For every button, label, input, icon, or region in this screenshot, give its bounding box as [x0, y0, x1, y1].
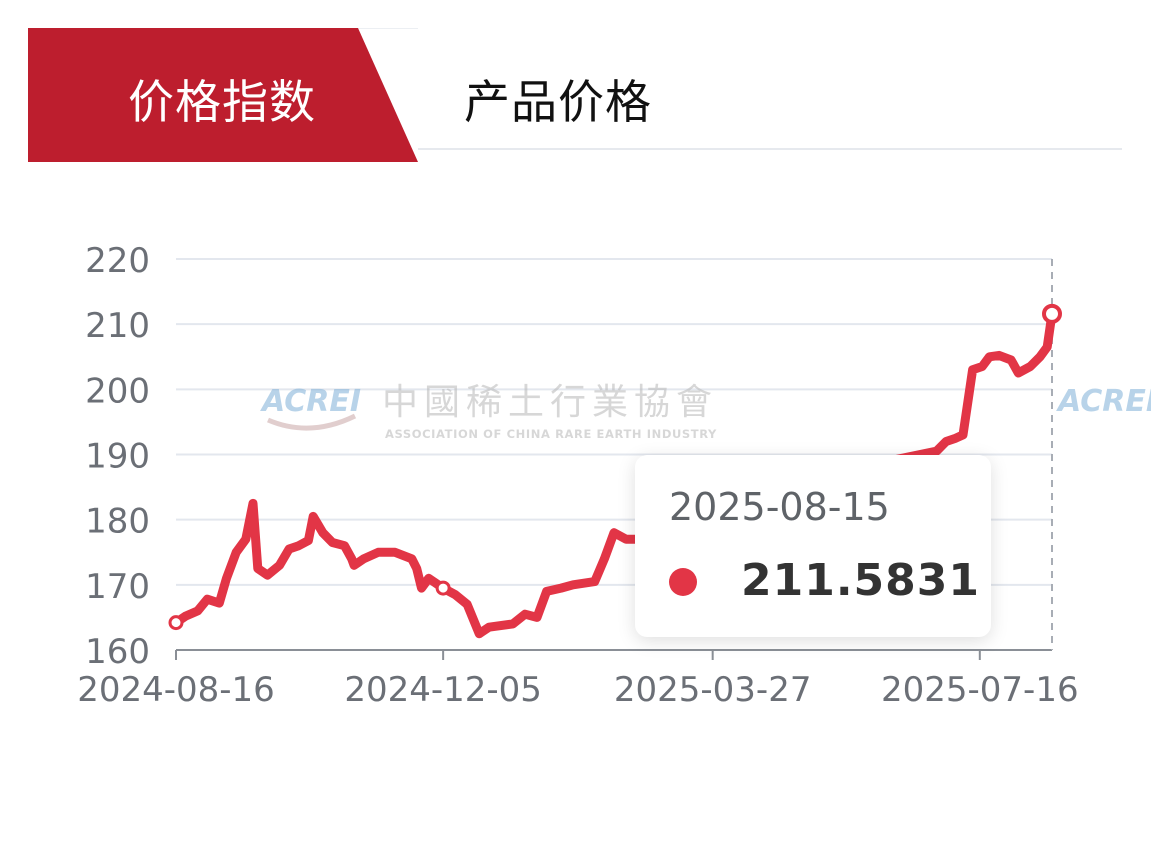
x-tick-label: 2024-08-16 [77, 670, 275, 710]
y-axis: 160 170 180 190 200 210 220 [85, 241, 150, 672]
watermark-logo: ACREI [260, 384, 361, 419]
y-tick-label: 180 [85, 502, 150, 542]
y-tick-label: 200 [85, 371, 150, 411]
watermark: ACREI 中國稀土行業協會 ASSOCIATION OF CHINA RARE… [260, 382, 1151, 441]
y-tick-label: 170 [85, 567, 150, 607]
y-tick-label: 210 [85, 306, 150, 346]
watermark-name-cn: 中國稀土行業協會 [382, 382, 718, 423]
watermark-logo-repeat: ACREI [1056, 384, 1151, 419]
point-markers [168, 303, 1062, 631]
x-tick-label: 2025-07-16 [881, 670, 1079, 710]
tooltip-series-dot [669, 568, 697, 596]
highlight-point[interactable] [1042, 303, 1062, 324]
x-axis: 2024-08-16 2024-12-05 2025-03-27 2025-07-16 [77, 649, 1079, 710]
y-tick-label: 220 [85, 241, 150, 281]
tab-divider-top [358, 28, 418, 29]
series-group [171, 309, 1057, 639]
data-point [435, 580, 451, 596]
data-point [168, 615, 184, 631]
tab-bar: 价格指数 产品价格 [28, 28, 1122, 162]
tooltip-value: 211.5831 [741, 555, 981, 606]
tab-product-price-label: 产品价格 [464, 75, 652, 129]
tooltip: 2025-08-15 211.5831 [635, 455, 991, 637]
tab-price-index[interactable]: 价格指数 [28, 28, 418, 162]
x-tick-label: 2025-03-27 [614, 670, 812, 710]
tooltip-date: 2025-08-15 [669, 485, 890, 529]
y-tick-label: 160 [85, 632, 150, 672]
tab-underline [418, 148, 1122, 150]
series-line [171, 309, 1057, 639]
watermark-swoosh-icon [267, 413, 357, 431]
tab-price-index-label: 价格指数 [128, 75, 316, 129]
x-tick-label: 2024-12-05 [344, 670, 542, 710]
tab-product-price[interactable]: 产品价格 [438, 28, 738, 162]
watermark-name-en: ASSOCIATION OF CHINA RARE EARTH INDUSTRY [385, 427, 717, 441]
y-tick-label: 190 [85, 437, 150, 477]
